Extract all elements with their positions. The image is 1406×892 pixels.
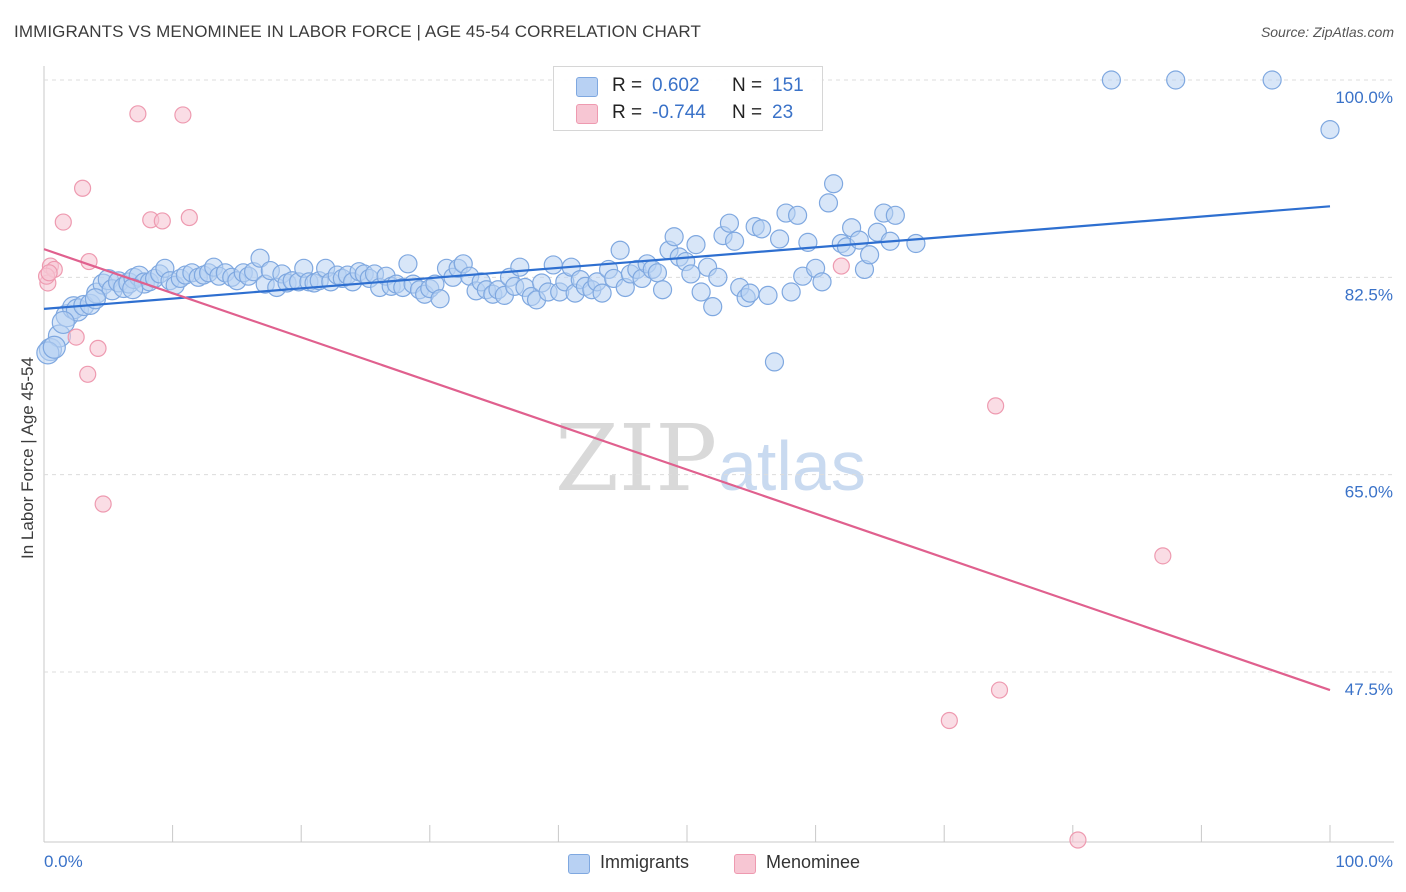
menominee-point [129, 105, 147, 123]
immigrants-point [812, 272, 832, 292]
r-label: R = [612, 102, 643, 123]
immigrants-point [787, 205, 808, 225]
menominee-legend-label: Menominee [766, 852, 861, 872]
immigrants-point [543, 255, 563, 275]
immigrants-r-value: 0.602 [652, 75, 700, 96]
immigrants-trend-line [43, 205, 1331, 311]
immigrants-point [703, 297, 723, 317]
watermark-atlas: atlas [718, 427, 866, 505]
menominee-point [67, 328, 85, 346]
menominee-legend-swatch [734, 854, 756, 874]
immigrants-point [906, 233, 926, 254]
immigrants-point [860, 245, 880, 265]
immigrants-point [51, 310, 75, 335]
immigrants-point [769, 229, 790, 249]
menominee-point [40, 264, 58, 282]
immigrants-point [824, 174, 844, 194]
menominee-point [180, 208, 198, 227]
immigrants-point [1320, 120, 1340, 140]
menominee-point [1154, 547, 1172, 565]
immigrants-point [686, 235, 706, 255]
immigrants-point [610, 240, 630, 260]
menominee-n-value: 23 [772, 102, 794, 123]
immigrants-point [781, 282, 801, 302]
r-label: R = [612, 75, 643, 96]
menominee-point [1069, 831, 1087, 849]
menominee-r-value: -0.744 [652, 102, 706, 123]
immigrants-legend-label: Immigrants [600, 852, 690, 872]
immigrants-point [652, 280, 673, 300]
menominee-point [174, 106, 192, 124]
menominee-point [990, 681, 1009, 699]
y-tick-label: 100.0% [1335, 88, 1393, 107]
menominee-swatch [576, 104, 598, 124]
immigrants-point [1166, 70, 1186, 90]
immigrants-point [885, 205, 905, 225]
stats-legend: R = 0.602 N = 151 R = -0.744 N = 23 [553, 66, 823, 131]
immigrants-point [751, 219, 772, 239]
immigrants-point [764, 352, 785, 372]
menominee-point [54, 213, 72, 231]
n-label: N = [732, 75, 763, 96]
immigrants-point [510, 257, 530, 277]
immigrants-point [1262, 70, 1282, 90]
menominee-point [832, 257, 850, 275]
immigrants-point [430, 289, 450, 309]
menominee-point [153, 212, 171, 230]
immigrants-point [647, 263, 668, 283]
menominee-point [73, 179, 92, 197]
menominee-point [987, 397, 1005, 415]
immigrants-point [42, 335, 66, 359]
x-tick-max: 100.0% [1335, 852, 1393, 871]
immigrants-point [719, 213, 740, 233]
chart-title: IMMIGRANTS VS MENOMINEE IN LABOR FORCE |… [14, 22, 701, 41]
menominee-point [79, 365, 97, 383]
immigrants-point [398, 254, 418, 274]
immigrants-point [818, 193, 839, 213]
menominee-point [89, 339, 107, 357]
n-label: N = [732, 102, 763, 123]
y-tick-label: 82.5% [1345, 285, 1393, 304]
y-tick-label: 65.0% [1345, 483, 1393, 502]
watermark-zip: ZIP [555, 405, 717, 512]
x-tick-min: 0.0% [44, 852, 83, 871]
source-label: Source: ZipAtlas.com [1260, 24, 1394, 40]
immigrants-point [664, 227, 684, 247]
immigrants-point [740, 283, 760, 303]
immigrants-point [592, 283, 612, 303]
series-legend: Immigrants Menominee [0, 852, 1406, 878]
immigrants-legend-swatch [568, 854, 590, 874]
immigrants-point [250, 248, 270, 268]
menominee-trend-line [43, 248, 1331, 692]
immigrants-point [681, 264, 701, 284]
y-tick-label: 47.5% [1345, 680, 1393, 699]
immigrants-point [1101, 70, 1121, 90]
immigrants-point [708, 267, 728, 287]
menominee-point [94, 495, 112, 513]
immigrants-point [758, 285, 778, 305]
immigrants-point [724, 231, 745, 251]
immigrants-swatch [576, 77, 598, 97]
immigrants-point [691, 282, 711, 302]
menominee-point [940, 711, 958, 730]
immigrants-n-value: 151 [772, 75, 804, 96]
